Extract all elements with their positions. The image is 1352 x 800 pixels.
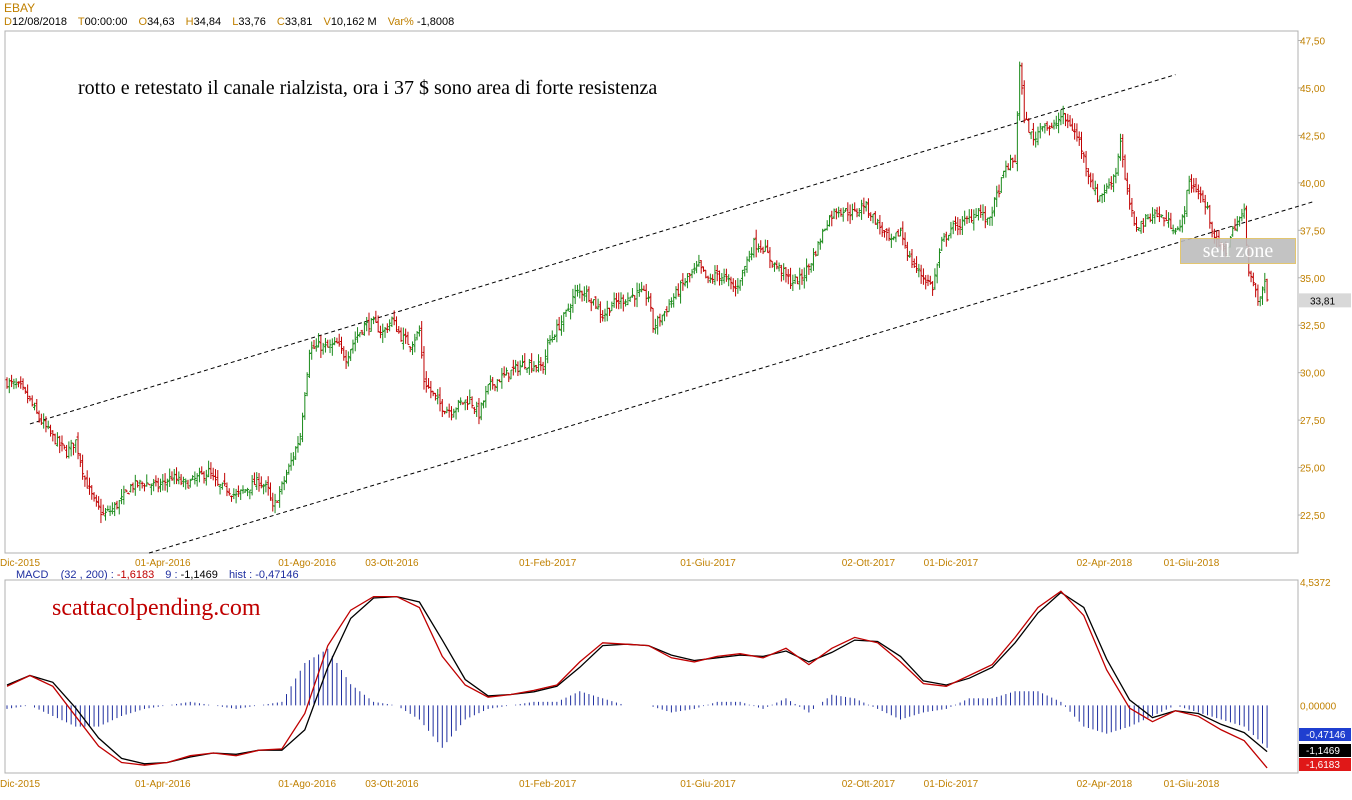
macd-params: (32 , 200) :: [60, 569, 114, 581]
macd-panel-frame: [4, 579, 1299, 774]
signal-value: -1,1469: [180, 569, 218, 581]
macd-value-label-signal: -1,1469: [1306, 746, 1340, 757]
open-value: 34,63: [147, 16, 175, 28]
last-price-label: 33,81: [1310, 296, 1335, 307]
signal-key: 9 :: [165, 569, 178, 581]
x-tick-label: 01-Apr-2016: [135, 558, 191, 569]
low-key: L: [232, 16, 239, 28]
x-tick-label: 01-Feb-2017: [519, 558, 577, 569]
trendlines: [29, 74, 1314, 554]
x-tick-label: Dic-2015: [0, 558, 40, 569]
date-key: D: [4, 16, 12, 28]
x-tick-label: 01-Giu-2018: [1164, 558, 1220, 569]
macd-name: MACD: [16, 569, 49, 581]
var-key: Var%: [387, 16, 414, 28]
high-value: 34,84: [193, 16, 222, 28]
y-tick-label: 47,50: [1300, 36, 1325, 47]
macd-x-tick-label: 01-Dic-2017: [924, 779, 979, 790]
price-panel-frame: [4, 30, 1299, 554]
macd-y-axis: 4,5372 0,00000 -0,47146 -1,1469 -1,6183: [1299, 578, 1351, 771]
y-tick-label: 27,50: [1300, 416, 1325, 427]
x-tick-label: 03-Ott-2016: [365, 558, 419, 569]
open-key: O: [138, 16, 148, 28]
macd-value-box-hist: [1299, 728, 1351, 741]
y-tick-label: 22,50: [1300, 511, 1325, 522]
macd-x-tick-label: 01-Giu-2017: [680, 779, 736, 790]
last-price-marker: [1299, 293, 1351, 308]
symbol-title: EBAY: [4, 1, 36, 15]
trendline-upper: [29, 74, 1176, 425]
x-axis: Dic-2015 Dic-2015 01-Apr-2016 01-Apr-2016 01…: [0, 558, 1220, 790]
y-tick-label: 30,00: [1300, 369, 1325, 380]
x-tick-label: 01-Giu-2017: [680, 558, 736, 569]
macd-lines: [6, 590, 1268, 769]
y-tick-label: 32,50: [1300, 321, 1325, 332]
macd-value-label-macd: -1,6183: [1306, 760, 1340, 771]
x-tick-label: 02-Apr-2018: [1077, 558, 1133, 569]
macd-value-box-macd: [1299, 758, 1351, 771]
macd-x-tick-label: Dic-2015: [0, 779, 40, 790]
macd-x-tick-label: 02-Apr-2018: [1077, 779, 1133, 790]
website-watermark: scattacolpending.com: [52, 595, 261, 621]
macd-x-tick-label: 03-Ott-2016: [365, 779, 419, 790]
close-value: 33,81: [284, 16, 313, 28]
macd-x-tick-label: 01-Ago-2016: [278, 779, 336, 790]
y-tick-label: 45,00: [1300, 84, 1325, 95]
volume-key: V: [323, 16, 331, 28]
sell-zone-box: sell zone: [1180, 238, 1296, 264]
low-value: 33,76: [238, 16, 266, 28]
var-value: -1,8008: [416, 16, 455, 28]
x-tick-label: 01-Ago-2016: [278, 558, 336, 569]
time-key: T: [77, 16, 85, 28]
price-y-axis: 22,50 25,00 27,50 30,00 32,50 35,00 37,50 40,00…: [1298, 36, 1351, 522]
macd-x-tick-label: 01-Apr-2016: [135, 779, 191, 790]
ohlc-readout: D12/08/2018 T00:00:00 O34,63 H34,84 L33,…: [4, 16, 462, 28]
y-tick-label: 40,00: [1300, 179, 1325, 190]
hist-key: hist :: [228, 569, 253, 581]
x-tick-label: 02-Ott-2017: [842, 558, 896, 569]
hist-value: -0,47146: [255, 569, 299, 581]
y-tick-label: 25,00: [1300, 464, 1325, 475]
macd-x-tick-label: 02-Ott-2017: [842, 779, 896, 790]
y-tick-label: 35,00: [1300, 274, 1325, 285]
close-key: C: [276, 16, 285, 28]
date-value: 12/08/2018: [11, 16, 68, 28]
macd-line: [6, 590, 1268, 769]
macd-header: MACD (32 , 200) : -1,6183 9 : -1,1469 hi…: [16, 569, 299, 581]
x-tick-label: 01-Dic-2017: [924, 558, 979, 569]
macd-x-tick-label: 01-Feb-2017: [519, 779, 577, 790]
high-key: H: [185, 16, 194, 28]
macd-x-tick-label: 01-Giu-2018: [1164, 779, 1220, 790]
volume-value: 10,162 M: [330, 16, 377, 28]
y-tick-label: 42,50: [1300, 131, 1325, 142]
macd-y-tick-label: 4,5372: [1300, 578, 1331, 589]
chart-annotation: rotto e retestato il canale rialzista, o…: [78, 77, 658, 99]
macd-value-label-hist: -0,47146: [1306, 730, 1346, 741]
macd-value-box-signal: [1299, 744, 1351, 757]
price-bars: [5, 61, 1269, 524]
macd-value: -1,6183: [116, 569, 155, 581]
macd-y-tick-label: 0,00000: [1300, 701, 1337, 712]
y-tick-label: 37,50: [1300, 226, 1325, 237]
time-value: 00:00:00: [84, 16, 128, 28]
